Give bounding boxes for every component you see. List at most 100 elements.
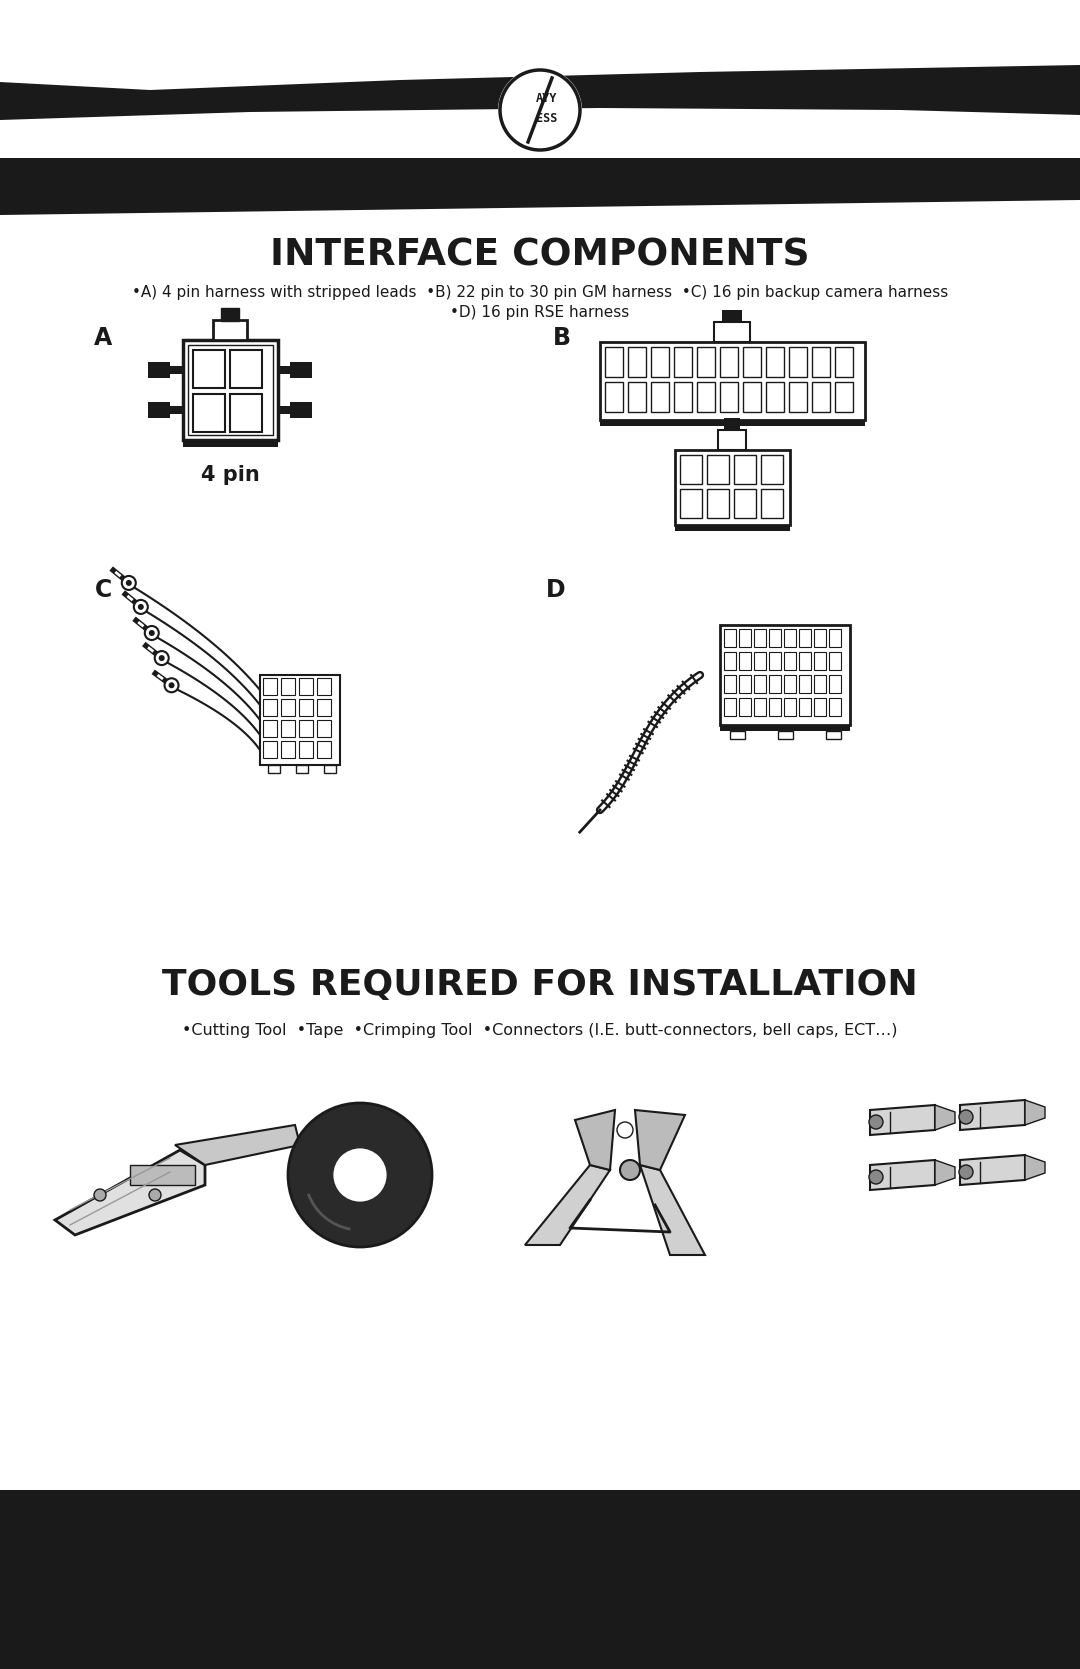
Bar — [769, 674, 781, 693]
Circle shape — [288, 1103, 432, 1247]
Polygon shape — [55, 1150, 205, 1235]
Polygon shape — [575, 1110, 615, 1170]
Circle shape — [332, 1147, 388, 1203]
Circle shape — [498, 68, 582, 152]
Text: •Cutting Tool  •Tape  •Crimping Tool  •Connectors (I.E. butt-connectors, bell ca: •Cutting Tool •Tape •Crimping Tool •Conn… — [183, 1023, 897, 1038]
Circle shape — [149, 629, 154, 636]
Text: •A) 4 pin harness with stripped leads  •B) 22 pin to 30 pin GM harness  •C) 16 p: •A) 4 pin harness with stripped leads •B… — [132, 285, 948, 300]
Bar — [784, 698, 796, 716]
Bar — [221, 309, 239, 320]
Bar — [296, 764, 308, 773]
Polygon shape — [0, 108, 1080, 145]
Bar — [761, 489, 783, 517]
Bar — [814, 629, 826, 648]
Bar — [0, 1490, 1080, 1669]
Polygon shape — [1025, 1155, 1045, 1180]
Bar — [627, 347, 646, 377]
Bar — [148, 362, 170, 377]
Text: TOOLS REQUIRED FOR INSTALLATION: TOOLS REQUIRED FOR INSTALLATION — [162, 968, 918, 1001]
Circle shape — [94, 1188, 106, 1202]
Bar — [724, 417, 740, 431]
Circle shape — [959, 1165, 973, 1178]
Bar — [814, 653, 826, 669]
Bar — [761, 456, 783, 484]
Bar — [754, 698, 766, 716]
Bar — [680, 489, 702, 517]
Text: B: B — [553, 325, 571, 350]
Bar — [260, 674, 340, 764]
Bar — [799, 629, 811, 648]
Bar — [324, 764, 336, 773]
Circle shape — [500, 70, 580, 150]
Bar — [769, 698, 781, 716]
Bar — [183, 441, 278, 447]
Text: INTERFACE COMPONENTS: INTERFACE COMPONENTS — [270, 237, 810, 274]
Bar — [0, 0, 1080, 145]
Bar — [281, 678, 295, 694]
Bar — [318, 719, 330, 738]
Bar — [170, 366, 183, 374]
Circle shape — [620, 1160, 640, 1180]
Circle shape — [168, 683, 175, 688]
Bar — [718, 431, 746, 451]
Bar — [754, 653, 766, 669]
Bar — [829, 698, 841, 716]
Bar — [778, 731, 793, 739]
Bar — [720, 382, 738, 412]
Bar — [720, 624, 850, 724]
Bar — [724, 629, 735, 648]
Circle shape — [149, 1188, 161, 1202]
Bar — [697, 347, 715, 377]
Bar — [183, 340, 278, 441]
Polygon shape — [0, 30, 1080, 90]
Polygon shape — [870, 1160, 935, 1190]
Bar — [734, 456, 756, 484]
Bar — [276, 366, 291, 374]
Bar — [739, 698, 751, 716]
Polygon shape — [960, 1100, 1025, 1130]
Bar — [651, 347, 669, 377]
Circle shape — [134, 599, 148, 614]
Bar — [299, 719, 313, 738]
Bar — [707, 456, 729, 484]
Bar — [835, 382, 853, 412]
Bar — [264, 678, 276, 694]
Bar — [674, 347, 692, 377]
Bar — [193, 350, 225, 387]
Circle shape — [154, 651, 168, 664]
Bar — [651, 382, 669, 412]
Bar — [799, 653, 811, 669]
Bar — [769, 653, 781, 669]
Bar — [812, 382, 831, 412]
Bar — [268, 764, 280, 773]
Bar — [600, 421, 865, 426]
Bar — [714, 322, 750, 342]
Bar — [697, 382, 715, 412]
Bar — [675, 526, 789, 531]
Circle shape — [138, 604, 144, 609]
Bar — [739, 674, 751, 693]
Bar — [213, 320, 247, 340]
Bar — [835, 347, 853, 377]
Circle shape — [122, 576, 136, 589]
Bar — [814, 674, 826, 693]
Bar — [739, 629, 751, 648]
Text: D: D — [546, 577, 566, 603]
Circle shape — [869, 1170, 883, 1183]
Polygon shape — [935, 1105, 955, 1130]
Bar — [766, 347, 784, 377]
Bar — [193, 394, 225, 432]
Bar — [276, 406, 291, 414]
Polygon shape — [1025, 1100, 1045, 1125]
Polygon shape — [175, 1125, 300, 1165]
Bar — [799, 698, 811, 716]
Bar — [605, 382, 623, 412]
Circle shape — [869, 1115, 883, 1128]
Bar — [130, 1165, 195, 1185]
Polygon shape — [0, 159, 1080, 215]
Bar — [826, 731, 841, 739]
Bar — [291, 362, 312, 377]
Bar — [814, 698, 826, 716]
Bar — [754, 629, 766, 648]
Bar — [674, 382, 692, 412]
